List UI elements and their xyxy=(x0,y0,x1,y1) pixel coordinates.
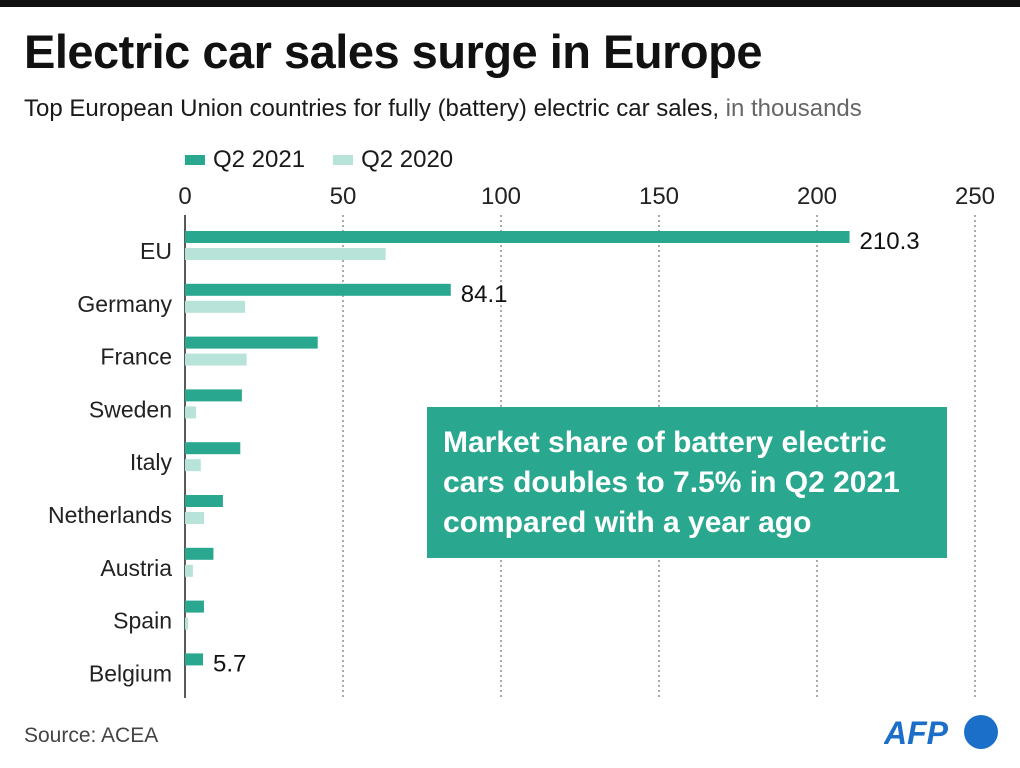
chart-subtitle: Top European Union countries for fully (… xyxy=(24,95,862,123)
callout-box: Market share of battery electric cars do… xyxy=(427,407,947,558)
bar-spain-q2-2021 xyxy=(185,600,204,613)
bar-sweden-q2-2020 xyxy=(185,406,197,419)
category-label-france: France xyxy=(100,344,172,370)
legend-label-q2-2021: Q2 2021 xyxy=(213,146,306,173)
category-label-italy: Italy xyxy=(130,449,173,475)
legend-label-q2-2020: Q2 2020 xyxy=(361,146,454,173)
bar-eu-q2-2020 xyxy=(185,248,386,260)
legend-swatch-q2-2021 xyxy=(185,155,205,165)
category-label-netherlands: Netherlands xyxy=(48,502,172,528)
bar-chart: 0 50 100 150 200 250 EU Germany France Sweden Ital… xyxy=(48,183,995,698)
category-label-sweden: Sweden xyxy=(89,396,172,422)
top-rule xyxy=(0,0,1020,7)
bar-sweden-q2-2021 xyxy=(185,389,242,402)
x-tick-label-100: 100 xyxy=(481,183,521,210)
source-note: Source: ACEA xyxy=(24,724,159,747)
x-tick-label-150: 150 xyxy=(639,183,679,210)
afp-logo: AFP xyxy=(884,715,998,751)
data-label-belgium: 5.7 xyxy=(213,650,246,677)
category-label-belgium: Belgium xyxy=(89,660,172,686)
category-label-eu: EU xyxy=(140,238,172,264)
data-label-eu: 210.3 xyxy=(860,228,920,255)
bar-spain-q2-2020 xyxy=(185,617,189,630)
legend-swatch-q2-2020 xyxy=(333,155,354,165)
legend-item-q2-2021: Q2 2021 xyxy=(185,146,305,174)
category-label-austria: Austria xyxy=(100,555,172,581)
svg-text:AFP: AFP xyxy=(884,715,949,751)
bar-germany-q2-2020 xyxy=(185,300,246,313)
bar-netherlands-q2-2021 xyxy=(185,495,223,507)
legend: Q2 2021 Q2 2020 xyxy=(185,146,481,174)
x-tick-label-0: 0 xyxy=(178,183,191,210)
bar-france-q2-2020 xyxy=(185,353,247,366)
data-label-germany: 84.1 xyxy=(461,281,508,308)
bar-france-q2-2021 xyxy=(185,336,318,349)
x-tick-label-50: 50 xyxy=(330,183,357,210)
x-tick-label-250: 250 xyxy=(955,183,995,210)
category-label-germany: Germany xyxy=(77,291,172,317)
bar-italy-q2-2021 xyxy=(185,442,241,455)
chart-title: Electric car sales surge in Europe xyxy=(24,25,762,78)
bar-austria-q2-2021 xyxy=(185,547,214,560)
legend-item-q2-2020: Q2 2020 xyxy=(333,146,453,174)
subtitle-main: Top European Union countries for fully (… xyxy=(24,95,719,122)
category-label-spain: Spain xyxy=(113,608,172,634)
bar-austria-q2-2020 xyxy=(185,564,193,577)
x-tick-label-200: 200 xyxy=(797,183,837,210)
bar-eu-q2-2021 xyxy=(185,231,850,243)
bar-netherlands-q2-2020 xyxy=(185,512,204,524)
subtitle-unit: in thousands xyxy=(725,95,862,122)
bar-italy-q2-2020 xyxy=(185,459,201,472)
bar-belgium-q2-2021 xyxy=(185,653,204,666)
bar-germany-q2-2021 xyxy=(185,283,451,296)
